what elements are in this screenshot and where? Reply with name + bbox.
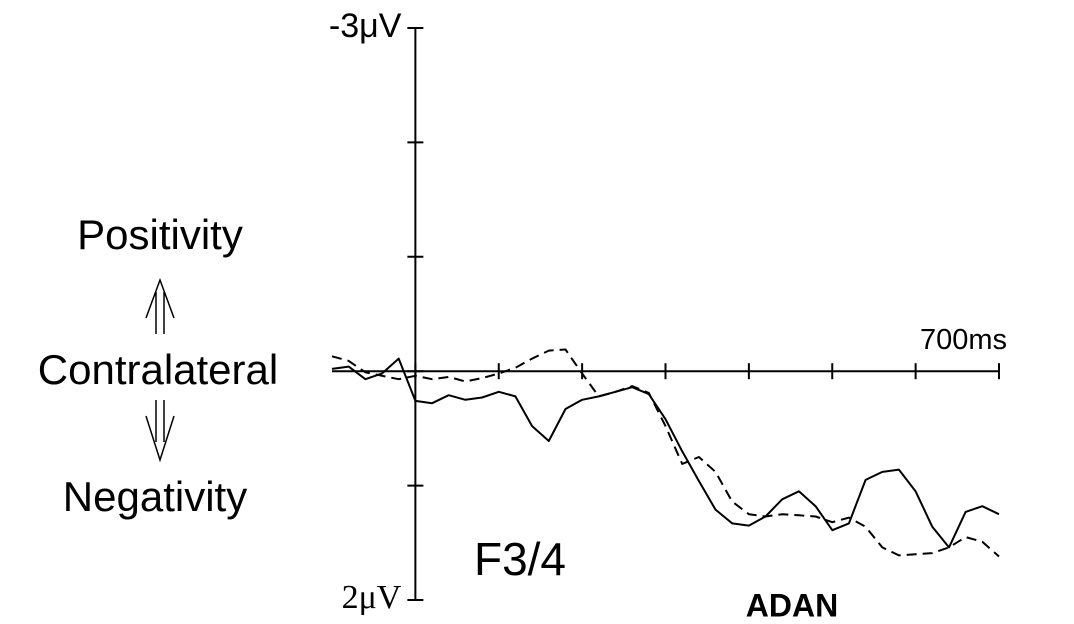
series-line xyxy=(331,357,1000,549)
up-arrow xyxy=(145,277,175,334)
annotation: Negativity xyxy=(63,473,247,520)
y-tick-label: 2μV xyxy=(342,579,402,616)
arrows xyxy=(145,277,175,463)
annotation: F3/4 xyxy=(474,533,566,585)
down-arrow xyxy=(145,400,175,463)
annotation: Positivity xyxy=(77,211,243,258)
annotation: Contralateral xyxy=(38,346,278,393)
x-tick-label: 700ms xyxy=(920,324,1007,356)
y-tick-label: -3μV xyxy=(329,7,402,45)
series-line xyxy=(331,348,1000,558)
annotation: ADAN xyxy=(746,587,838,623)
